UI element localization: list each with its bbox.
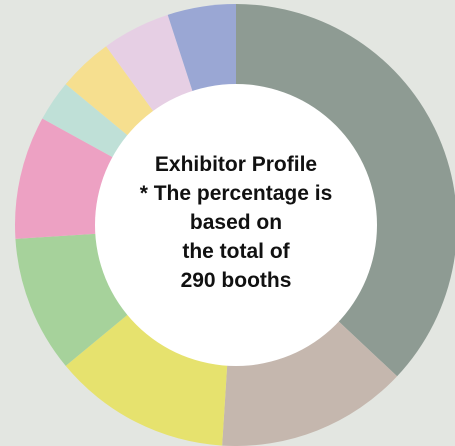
center-label: Exhibitor Profile * The percentage is ba… <box>96 150 376 295</box>
center-line-booths: 290 booths <box>180 269 292 292</box>
center-line-total: the total of <box>182 240 290 263</box>
donut-hole <box>95 84 377 366</box>
center-line-note: * The percentage is <box>139 182 333 205</box>
center-line-title: Exhibitor Profile <box>154 153 318 176</box>
center-line-based: based on <box>189 211 283 234</box>
